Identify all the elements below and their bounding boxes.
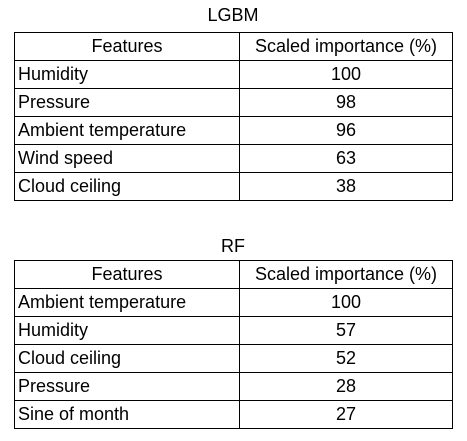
feature-cell: Humidity	[14, 316, 240, 345]
rf-table-block: RF Features Scaled importance (%) Ambien…	[14, 235, 453, 429]
table-row: Wind speed 63	[14, 144, 453, 173]
importance-cell: 63	[239, 144, 453, 173]
feature-cell: Pressure	[14, 372, 240, 401]
table-row: Cloud ceiling 38	[14, 172, 453, 201]
feature-cell: Ambient temperature	[14, 116, 240, 145]
rf-importance-table: Features Scaled importance (%) Ambient t…	[14, 260, 453, 429]
table-row: Ambient temperature 96	[14, 116, 453, 145]
feature-cell: Humidity	[14, 60, 240, 89]
feature-cell: Cloud ceiling	[14, 344, 240, 373]
importance-cell: 96	[239, 116, 453, 145]
features-header: Features	[14, 260, 240, 289]
scaled-importance-header: Scaled importance (%)	[239, 32, 453, 61]
importance-cell: 38	[239, 172, 453, 201]
table-row: Humidity 57	[14, 316, 453, 345]
scaled-importance-header: Scaled importance (%)	[239, 260, 453, 289]
lgbm-importance-table: Features Scaled importance (%) Humidity …	[14, 32, 453, 201]
feature-cell: Wind speed	[14, 144, 240, 173]
table-row: Pressure 98	[14, 88, 453, 117]
importance-cell: 100	[239, 60, 453, 89]
importance-cell: 100	[239, 288, 453, 317]
table-row: Cloud ceiling 52	[14, 344, 453, 373]
importance-cell: 57	[239, 316, 453, 345]
lgbm-table-block: LGBM Features Scaled importance (%) Humi…	[14, 4, 453, 201]
importance-cell: 27	[239, 400, 453, 429]
features-header: Features	[14, 32, 240, 61]
table-header-row: Features Scaled importance (%)	[14, 260, 453, 289]
feature-cell: Pressure	[14, 88, 240, 117]
feature-cell: Sine of month	[14, 400, 240, 429]
feature-cell: Cloud ceiling	[14, 172, 240, 201]
table-row: Humidity 100	[14, 60, 453, 89]
importance-cell: 28	[239, 372, 453, 401]
table-header-row: Features Scaled importance (%)	[14, 32, 453, 61]
lgbm-table-title: LGBM	[207, 5, 259, 25]
table-row: Ambient temperature 100	[14, 288, 453, 317]
importance-cell: 98	[239, 88, 453, 117]
importance-cell: 52	[239, 344, 453, 373]
rf-table-title: RF	[221, 236, 245, 256]
feature-cell: Ambient temperature	[14, 288, 240, 317]
table-row: Sine of month 27	[14, 400, 453, 429]
table-row: Pressure 28	[14, 372, 453, 401]
